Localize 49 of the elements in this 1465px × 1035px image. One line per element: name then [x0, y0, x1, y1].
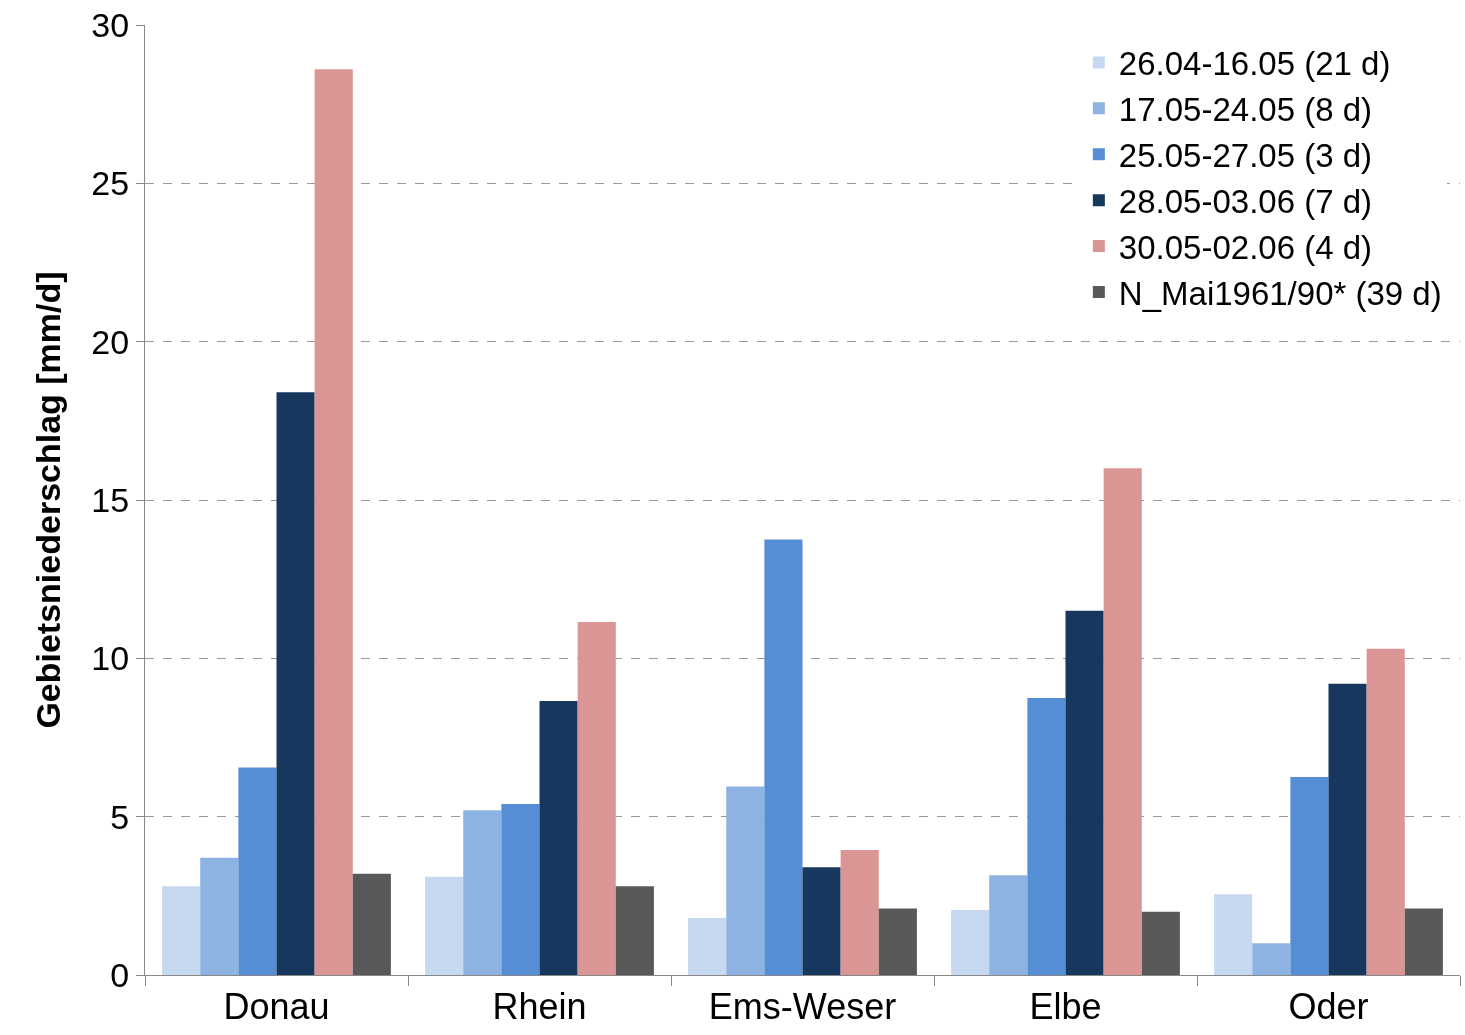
bar: [764, 539, 803, 975]
legend-label: 25.05-27.05 (3 d): [1118, 137, 1373, 175]
bar: [276, 392, 315, 975]
bar: [878, 908, 917, 975]
bar: [314, 69, 353, 975]
bar: [615, 886, 654, 975]
bar: [1366, 648, 1405, 975]
bar: [501, 804, 540, 975]
y-axis-title: Gebietsniederschlag [mm/d]: [28, 271, 67, 729]
x-tick-label: Elbe: [1029, 986, 1102, 1028]
bar: [238, 767, 277, 975]
legend-label: N_Mai1961/90* (39 d): [1118, 274, 1442, 312]
bar: [840, 849, 879, 975]
bar: [200, 857, 239, 975]
y-tick-label: 30: [91, 5, 130, 44]
bar: [577, 621, 616, 975]
bar: [1404, 908, 1443, 975]
bar: [726, 786, 765, 975]
bar: [1290, 777, 1329, 975]
bar: [1103, 468, 1142, 975]
y-tick-label: 25: [91, 164, 130, 203]
bar: [425, 876, 464, 975]
x-tick-label: Ems-Weser: [708, 986, 897, 1028]
bar: [1252, 943, 1291, 975]
y-tick-label: 15: [91, 480, 130, 519]
y-tick-label: 20: [91, 322, 130, 361]
bar: [352, 873, 391, 975]
y-tick-label: 10: [91, 639, 130, 678]
y-tick-label: 5: [110, 797, 130, 836]
bar: [539, 701, 578, 975]
legend-label: 30.05-02.06 (4 d): [1118, 228, 1373, 266]
bar: [162, 886, 201, 975]
bar: [1065, 610, 1104, 975]
bar: [1027, 697, 1066, 975]
legend-label: 28.05-03.06 (7 d): [1118, 183, 1373, 221]
x-tick-label: Donau: [223, 986, 330, 1028]
bar: [802, 867, 841, 975]
bar: [951, 910, 990, 975]
bar: [1214, 894, 1253, 975]
y-tick-label: 0: [110, 955, 130, 994]
legend-label: 26.04-16.05 (21 d): [1118, 45, 1391, 83]
x-tick-label: Rhein: [492, 986, 587, 1028]
bar: [688, 918, 727, 975]
legend-label: 17.05-24.05 (8 d): [1118, 91, 1373, 129]
bar: [463, 810, 502, 975]
bar: [1141, 911, 1180, 975]
bar: [1328, 683, 1367, 975]
bar: [989, 875, 1028, 975]
x-tick-label: Oder: [1288, 986, 1369, 1028]
